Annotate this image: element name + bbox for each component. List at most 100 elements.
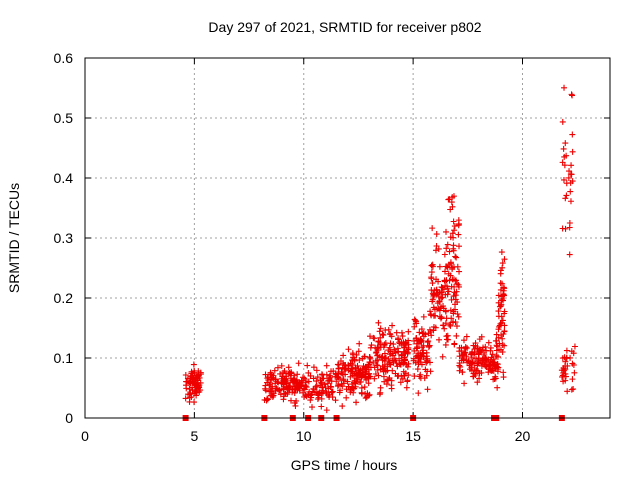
data-point <box>397 379 404 386</box>
data-point <box>367 373 374 380</box>
data-point <box>272 380 279 387</box>
data-point <box>309 404 316 411</box>
data-point <box>501 342 508 349</box>
data-point <box>342 366 349 373</box>
data-point <box>419 330 426 337</box>
data-point <box>412 318 419 325</box>
data-point <box>405 344 412 351</box>
data-point <box>385 355 392 362</box>
data-point <box>318 379 325 386</box>
data-point <box>455 222 462 229</box>
data-point <box>276 387 283 394</box>
data-point <box>439 294 446 301</box>
x-tick-label: 5 <box>190 428 198 444</box>
data-point <box>495 326 502 333</box>
data-point <box>563 347 570 354</box>
data-point <box>305 378 312 385</box>
data-point <box>356 340 363 347</box>
data-point <box>488 354 495 361</box>
data-point <box>372 344 379 351</box>
data-point <box>449 266 456 273</box>
data-point <box>566 224 573 231</box>
data-point <box>381 350 388 357</box>
data-point <box>450 247 457 254</box>
data-point <box>446 248 453 255</box>
data-point <box>194 375 201 382</box>
data-point <box>342 365 349 372</box>
data-point <box>487 344 494 351</box>
data-point <box>500 297 507 304</box>
data-point <box>429 261 436 268</box>
data-point <box>183 378 190 385</box>
data-point <box>337 387 344 394</box>
data-point <box>280 385 287 392</box>
data-point <box>444 241 451 248</box>
data-point <box>347 373 354 380</box>
plot-frame <box>84 57 611 419</box>
data-point <box>454 263 461 270</box>
data-point <box>499 317 506 324</box>
data-point <box>193 392 200 399</box>
data-point <box>287 375 294 382</box>
data-point <box>193 372 200 379</box>
data-point <box>424 386 431 393</box>
data-point <box>463 353 470 360</box>
data-point <box>476 349 483 356</box>
data-point <box>400 342 407 349</box>
data-point <box>463 333 470 340</box>
data-point <box>561 84 568 91</box>
data-point <box>459 369 466 376</box>
data-point <box>289 385 296 392</box>
data-point <box>447 272 454 279</box>
data-point <box>471 360 478 367</box>
data-point <box>560 145 567 152</box>
data-point <box>288 397 295 404</box>
data-point <box>339 403 346 410</box>
data-point <box>455 243 462 250</box>
data-point <box>292 402 299 409</box>
data-point <box>462 349 469 356</box>
data-point <box>313 378 320 385</box>
data-point <box>291 375 298 382</box>
data-point <box>273 385 280 392</box>
data-point <box>489 351 496 358</box>
data-point <box>499 260 506 267</box>
data-point <box>360 369 367 376</box>
data-point <box>375 338 382 345</box>
data-point <box>453 332 460 339</box>
data-point <box>319 384 326 391</box>
data-point <box>351 357 358 364</box>
data-point <box>314 374 321 381</box>
data-point <box>436 298 443 305</box>
data-point <box>467 366 474 373</box>
data-point <box>384 367 391 374</box>
data-point <box>388 333 395 340</box>
data-point <box>367 333 374 340</box>
data-point <box>495 334 502 341</box>
data-point <box>420 313 427 320</box>
data-point <box>370 334 377 341</box>
data-point <box>386 344 393 351</box>
data-point <box>293 383 300 390</box>
data-point <box>268 371 275 378</box>
data-point <box>315 394 322 401</box>
data-point <box>501 328 508 335</box>
data-point <box>445 336 452 343</box>
data-point <box>452 292 459 299</box>
data-point <box>313 383 320 390</box>
data-point <box>335 382 342 389</box>
y-tick-label: 0.3 <box>54 230 74 246</box>
data-point <box>564 362 571 369</box>
data-point <box>450 218 457 225</box>
data-point <box>401 354 408 361</box>
data-point <box>303 384 310 391</box>
data-point <box>358 384 365 391</box>
data-point <box>373 349 380 356</box>
data-point <box>476 370 483 377</box>
data-point <box>443 333 450 340</box>
data-point <box>362 374 369 381</box>
data-points <box>182 84 578 414</box>
data-point <box>348 386 355 393</box>
data-point <box>265 373 272 380</box>
data-point <box>310 375 317 382</box>
